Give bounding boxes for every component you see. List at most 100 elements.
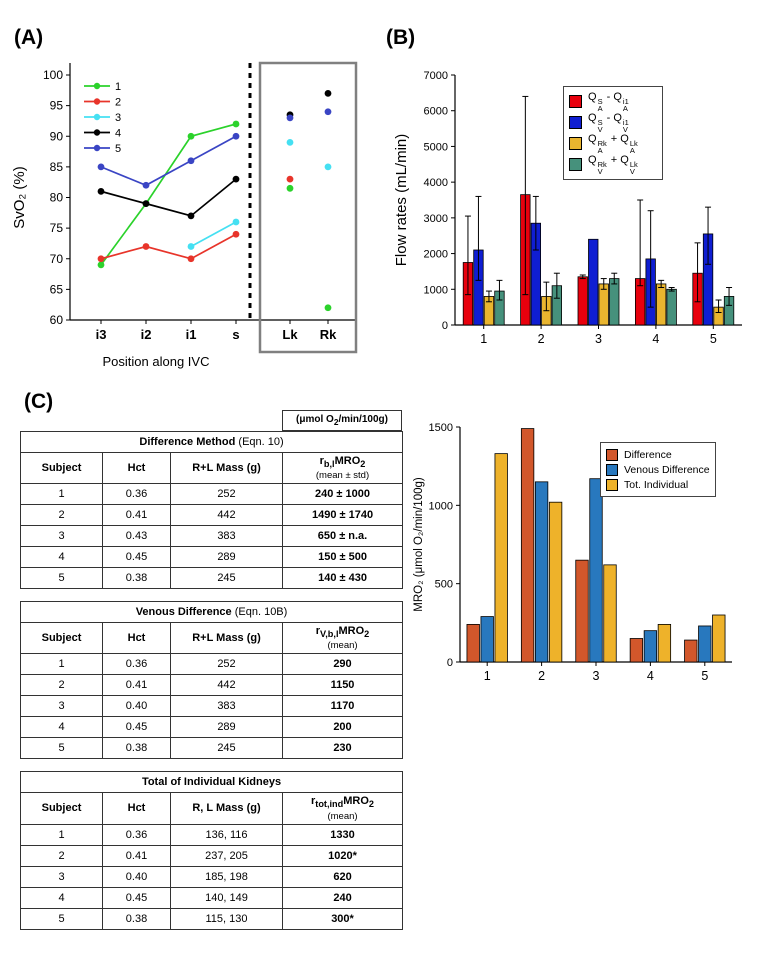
table-cell: 1150 xyxy=(282,674,403,697)
table-cell: 290 xyxy=(282,653,403,676)
bar xyxy=(577,276,588,326)
table-row: 3 0.40 383 1170 xyxy=(20,695,403,718)
x-tick-label: s xyxy=(232,327,239,342)
bar xyxy=(643,630,658,663)
table-cell: 150 ± 500 xyxy=(281,546,404,569)
table-cell: 245 xyxy=(170,567,283,590)
x-tick-label: 1 xyxy=(480,332,487,346)
y-tick-label: 60 xyxy=(50,313,64,327)
table-cell: 237, 205 xyxy=(170,844,283,867)
table-cell: 4 xyxy=(20,886,103,909)
data-point xyxy=(286,114,294,122)
x-tick-label: Rk xyxy=(320,327,337,342)
table-cell: 0.45 xyxy=(102,886,171,909)
table-cell: 0.38 xyxy=(102,567,171,590)
table-cell: 1 xyxy=(20,653,103,676)
bar xyxy=(575,559,589,663)
legend-label: Q Rk V + Q Lk V xyxy=(588,153,638,176)
section-title: Total of Individual Kidneys xyxy=(19,771,404,794)
column-header: rV,b,lMRO2 (mean) xyxy=(282,622,403,655)
y-tick-label: 1500 xyxy=(429,422,453,434)
table-cell: 1 xyxy=(20,823,103,846)
column-header: Hct xyxy=(102,792,171,825)
y-axis-label: SvO₂ (%) xyxy=(11,166,28,229)
x-tick-label: 4 xyxy=(652,332,659,346)
legend-swatch xyxy=(569,158,582,171)
bar xyxy=(698,625,712,663)
column-header: R+L Mass (g) xyxy=(170,622,283,655)
table-cell: 620 xyxy=(281,865,404,888)
x-axis-label: Position along IVC xyxy=(103,354,210,369)
y-tick-label: 100 xyxy=(43,68,63,82)
data-point xyxy=(324,108,332,116)
bar xyxy=(629,638,644,663)
table-cell: 2 xyxy=(20,674,103,697)
table-cell: 0.45 xyxy=(102,546,171,569)
table-cell: 442 xyxy=(170,674,283,697)
table-cell: 245 xyxy=(170,737,283,760)
unit-label: (μmol O2/min/100g) xyxy=(282,410,402,431)
table-cell: 0.45 xyxy=(102,716,171,739)
table-section-1: Difference Method (Eqn. 10) Subject Hct R+L… xyxy=(19,431,404,590)
bar xyxy=(494,453,508,663)
svo2-line-chart: 60 65 70 75 80 85 90 95 100 i3 i2 i1 s Lk Rk Position a… xyxy=(11,61,358,369)
table-cell: 0.41 xyxy=(102,504,171,527)
table-row: 5 0.38 245 230 xyxy=(20,737,403,760)
y-tick-label: 7000 xyxy=(424,70,448,82)
table-cell: 3 xyxy=(20,695,103,718)
table-cell: 0.40 xyxy=(102,865,171,888)
y-tick-label: 3000 xyxy=(424,213,448,225)
x-tick-label: i2 xyxy=(141,327,152,342)
y-tick-label: 1000 xyxy=(429,500,453,512)
bar xyxy=(589,478,603,663)
y-tick-label: 80 xyxy=(50,191,64,205)
table-cell: 230 xyxy=(282,737,403,760)
table-section-2: Venous Difference (Eqn. 10B) Subject Hct R+… xyxy=(20,601,403,760)
mro2-legend: Difference Venous Difference Tot. Individu… xyxy=(600,442,716,497)
table-cell: 115, 130 xyxy=(170,907,283,930)
table-cell: 3 xyxy=(20,865,103,888)
data-point xyxy=(97,187,105,195)
table-cell: 289 xyxy=(170,716,283,739)
x-tick-label: 2 xyxy=(538,669,545,683)
legend-item: Venous Difference xyxy=(606,462,710,477)
table-section-3: Total of Individual Kidneys Subject Hct R, … xyxy=(19,771,404,930)
table-cell: 0.36 xyxy=(102,823,171,846)
y-axis-label: MRO₂ (μmol O₂/min/100g) xyxy=(413,477,425,612)
table-cell: 0.43 xyxy=(102,525,171,548)
table-cell: 383 xyxy=(170,695,283,718)
table-cell: 0.38 xyxy=(102,737,171,760)
y-tick-label: 0 xyxy=(447,657,453,669)
table-cell: 300* xyxy=(281,907,404,930)
legend-swatch xyxy=(606,478,618,491)
table-row: 4 0.45 140, 149 240 xyxy=(20,886,404,909)
mro2-table: (μmol O2/min/100g) Difference Method (Eqn… xyxy=(19,410,404,942)
y-tick-label: 6000 xyxy=(424,106,448,118)
legend-label: Q Rk A + Q Lk A xyxy=(588,132,638,155)
bar xyxy=(684,639,698,663)
table-cell: 4 xyxy=(20,546,103,569)
legend-label: 5 xyxy=(115,143,121,155)
column-header: R, L Mass (g) xyxy=(170,792,283,825)
y-tick-label: 1000 xyxy=(424,284,448,296)
y-tick-label: 5000 xyxy=(424,141,448,153)
data-point xyxy=(286,138,294,146)
table-cell: 240 xyxy=(281,886,404,909)
table-row: 4 0.45 289 200 xyxy=(20,716,403,739)
bar xyxy=(480,616,494,663)
y-axis-label: Flow rates (mL/min) xyxy=(393,134,410,267)
table-row: 5 0.38 115, 130 300* xyxy=(20,907,404,930)
table-cell: 5 xyxy=(20,737,103,760)
table-cell: 1330 xyxy=(281,823,404,846)
legend-label: 3 xyxy=(115,112,121,124)
table-cell: 650 ± n.a. xyxy=(281,525,404,548)
y-tick-label: 2000 xyxy=(424,249,448,261)
bar xyxy=(666,288,677,326)
x-tick-label: i1 xyxy=(186,327,197,342)
data-point xyxy=(187,132,195,140)
table-cell: 1020* xyxy=(281,844,404,867)
legend-swatch xyxy=(569,116,582,129)
table-cell: 252 xyxy=(170,483,283,506)
panel-b-label: (B) xyxy=(386,26,416,49)
